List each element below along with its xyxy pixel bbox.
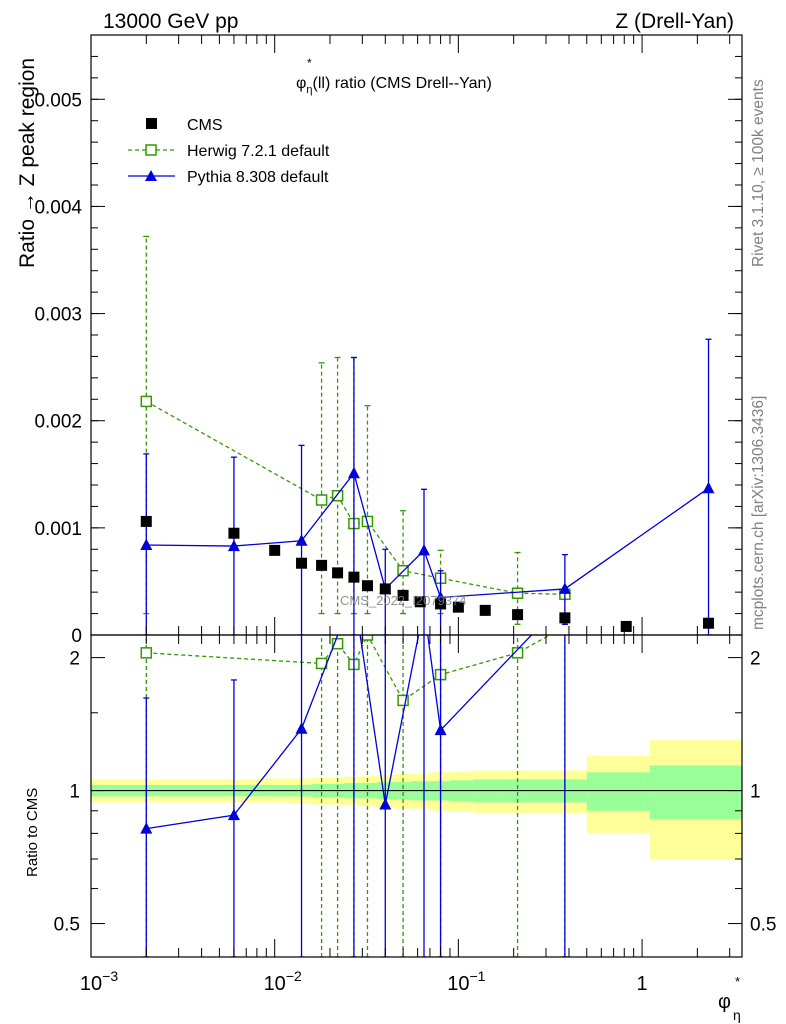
ratio-herwig-point (397, 694, 409, 707)
xtick-label: 10−2 (264, 968, 302, 995)
main-cms-point (361, 580, 373, 592)
main-cms-point (559, 612, 571, 624)
ratio-pythia-point (295, 722, 308, 734)
xtick-label: 10−3 (80, 968, 118, 995)
legend-cms-label: CMS (187, 117, 223, 134)
ratio-panel-frame (90, 634, 743, 958)
main-cms-point (703, 617, 715, 629)
analysis-watermark: CMS_2022_I2079374 (340, 593, 467, 608)
main-herwig-point (315, 494, 328, 506)
main-cms-point (269, 544, 281, 556)
ratio-herwig-point (331, 637, 344, 650)
ratio-ytick-label-right: 0.5 (750, 915, 776, 936)
main-cms-point (397, 589, 409, 601)
ratio-ytick-label: 2 (69, 649, 80, 670)
main-pythia-point (140, 538, 153, 550)
svg-text:*: * (307, 56, 312, 70)
main-cms-point (414, 596, 426, 608)
x-axis-title: φ * η (718, 974, 741, 1023)
legend: CMS Herwig 7.2.1 default Pythia 8.308 de… (128, 117, 330, 186)
main-ytick-label: 0.002 (34, 412, 82, 433)
ratio-panel-plot-area (91, 635, 742, 957)
ratio-pythia-point (227, 808, 240, 821)
svg-text:φ: φ (718, 991, 731, 1013)
svg-text:*: * (735, 974, 740, 989)
svg-text:φη(ll) ratio (CMS Drell--Yan): φη(ll) ratio (CMS Drell--Yan) (296, 75, 492, 96)
main-cms-point (316, 559, 328, 571)
xtick-label: 1 (636, 973, 647, 995)
legend-entry-cms: CMS (146, 117, 223, 134)
legend-pythia-marker (145, 170, 157, 181)
main-cms-point (379, 583, 391, 595)
main-cms-point (479, 604, 491, 616)
main-cms-point (452, 601, 464, 613)
main-panel-plot-area (140, 235, 715, 635)
legend-herwig-label: Herwig 7.2.1 default (187, 143, 330, 160)
main-cms-point (512, 609, 524, 621)
main-ytick-label: 0.001 (34, 519, 82, 540)
main-ytick-label: 0 (71, 626, 82, 647)
main-ylabel: Ratio → Z peak region (16, 58, 39, 268)
main-ytick-label: 0.003 (34, 305, 82, 326)
ratio-herwig-line (146, 635, 552, 702)
xtick-label: 10−1 (447, 968, 485, 995)
main-pythia-point (295, 534, 308, 546)
main-herwig-line (145, 400, 565, 595)
ratio-ylabel: Ratio to CMS (24, 788, 41, 877)
main-cms-point (296, 557, 308, 569)
legend-pythia-label: Pythia 8.308 default (187, 169, 329, 186)
main-cms-point (620, 620, 632, 632)
rivet-label: Rivet 3.1.10, ≥ 100k events (750, 79, 767, 267)
ratio-ytick-label: 1 (69, 782, 80, 803)
mcplots-label: mcplots.cern.ch [arXiv:1306.3436] (750, 396, 767, 630)
main-herwig-point (511, 587, 524, 599)
main-pythia-point (418, 543, 431, 556)
header-left: 13000 GeV pp (103, 10, 238, 33)
ratio-herwig-point (511, 647, 524, 659)
main-herwig-point (140, 395, 153, 408)
legend-cms-marker (146, 118, 157, 129)
main-cms-point (348, 571, 360, 583)
svg-text:η: η (733, 1007, 741, 1023)
ratio-ytick-label: 0.5 (54, 915, 80, 936)
ratio-pythia-point (140, 822, 153, 834)
band-inner-bin (586, 772, 651, 811)
plot-title: φη(ll) ratio (CMS Drell--Yan) * (296, 56, 492, 96)
main-herwig-point (331, 489, 344, 502)
band-inner-bin (649, 765, 742, 820)
ratio-ytick-label-right: 2 (750, 649, 761, 670)
ratio-pythia-point (379, 797, 392, 810)
main-cms-point (435, 598, 447, 610)
main-pythia-point (227, 539, 240, 552)
legend-entry-pythia: Pythia 8.308 default (128, 169, 329, 186)
ratio-herwig-point (361, 635, 374, 641)
main-cms-point (332, 567, 344, 579)
main-cms-point (228, 527, 240, 539)
ratio-herwig-point (140, 647, 153, 659)
main-pythia-point (702, 481, 715, 494)
main-ytick-label: 0.005 (34, 90, 82, 111)
ratio-pythia-line (146, 635, 533, 830)
axes: 0 0.001 0.002 0.003 0.004 0.005 0.5 0.5 1 1 2 2 10−3… (34, 34, 776, 995)
legend-herwig-marker (145, 144, 157, 156)
header-right: Z (Drell-Yan) (615, 10, 734, 33)
main-ytick-label: 0.004 (34, 197, 82, 218)
main-pythia-point (347, 466, 360, 479)
legend-entry-herwig: Herwig 7.2.1 default (128, 143, 330, 160)
main-pythia-point (558, 582, 571, 594)
ratio-ytick-label-right: 1 (750, 782, 761, 803)
main-cms-point (140, 515, 152, 527)
ratio-pythia-point (434, 723, 447, 736)
